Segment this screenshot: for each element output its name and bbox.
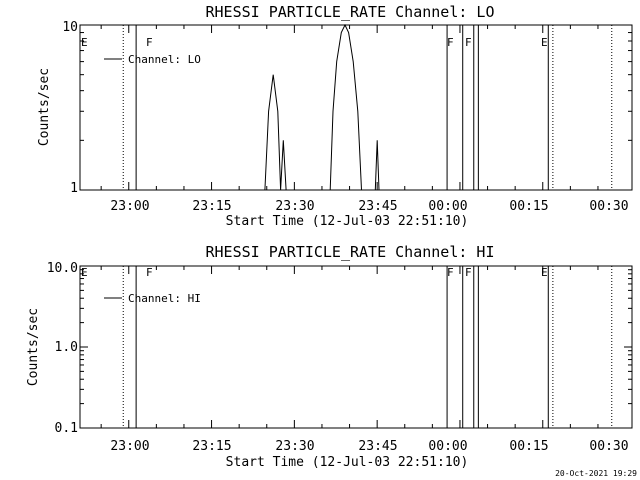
flag-label: F: [146, 36, 153, 49]
flag-label: E: [81, 36, 88, 49]
x-tick-label: 00:15: [509, 199, 548, 214]
plot-frame: [79, 265, 633, 429]
flag-label: E: [81, 266, 88, 279]
y-axis-label: Counts/sec: [26, 308, 41, 386]
x-tick-label: 23:15: [192, 439, 231, 454]
x-tick-label: 00:30: [589, 439, 628, 454]
plot-marks: [80, 266, 632, 429]
chart-title: RHESSI PARTICLE_RATE Channel: HI: [206, 243, 495, 261]
x-tick-label: 00:00: [428, 199, 467, 214]
series-line: [264, 23, 380, 191]
x-tick-label: 00:15: [509, 439, 548, 454]
y-tick-label: 1.0: [55, 340, 78, 355]
flag-label: F: [447, 266, 454, 279]
legend-entry: Channel: HI: [128, 292, 201, 305]
x-tick-label: 23:00: [110, 199, 149, 214]
y-tick-label: 10.0: [47, 261, 78, 276]
y-tick-label: 10: [62, 20, 78, 35]
x-tick-label: 23:15: [192, 199, 231, 214]
y-axis-label: Counts/sec: [37, 68, 52, 146]
flag-label: E: [541, 36, 548, 49]
flag-label: F: [465, 266, 472, 279]
x-tick-label: 23:30: [275, 199, 314, 214]
legend-entry: Channel: LO: [128, 53, 201, 66]
plot-frame: [79, 24, 633, 191]
flag-label: F: [146, 266, 153, 279]
x-tick-label: 23:45: [358, 439, 397, 454]
x-axis-label: Start Time (12-Jul-03 22:51:10): [226, 214, 469, 229]
plot-marks: [80, 23, 632, 191]
flag-label: F: [465, 36, 472, 49]
x-tick-label: 23:30: [275, 439, 314, 454]
chart-title: RHESSI PARTICLE_RATE Channel: LO: [206, 3, 495, 21]
x-tick-label: 23:45: [358, 199, 397, 214]
x-tick-label: 00:30: [589, 199, 628, 214]
x-tick-label: 23:00: [110, 439, 149, 454]
flag-label: E: [541, 266, 548, 279]
timestamp: 20-Oct-2021 19:29: [555, 469, 637, 478]
panel-lo: RHESSI PARTICLE_RATE Channel: LO Counts/…: [37, 3, 633, 229]
flag-label: F: [447, 36, 454, 49]
x-axis-label: Start Time (12-Jul-03 22:51:10): [226, 455, 469, 470]
y-tick-label: 1: [70, 181, 78, 196]
x-tick-label: 00:00: [428, 439, 467, 454]
y-tick-label: 0.1: [55, 421, 78, 436]
panel-hi: RHESSI PARTICLE_RATE Channel: HI Counts/…: [26, 243, 633, 470]
